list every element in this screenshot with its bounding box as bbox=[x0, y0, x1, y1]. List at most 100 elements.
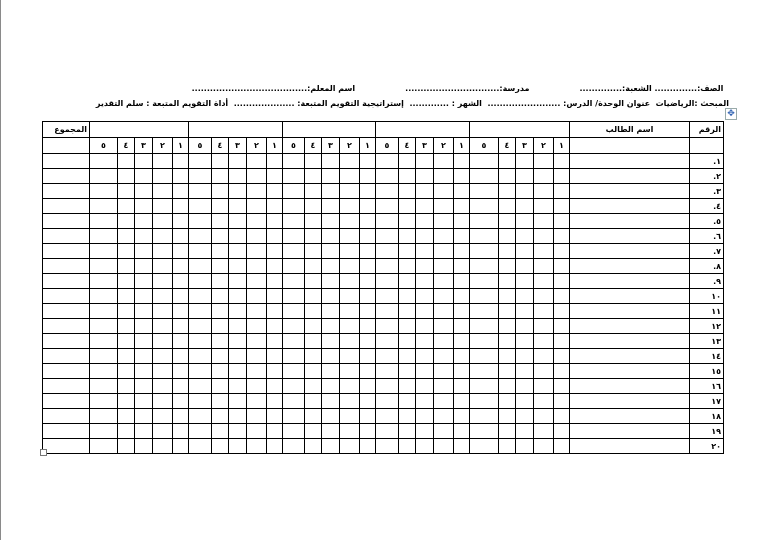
score-cell[interactable] bbox=[117, 393, 135, 409]
score-cell[interactable] bbox=[533, 303, 554, 319]
score-cell[interactable] bbox=[469, 153, 499, 169]
score-cell[interactable] bbox=[172, 423, 189, 439]
score-cell[interactable] bbox=[89, 153, 118, 169]
score-cell[interactable] bbox=[172, 228, 189, 244]
score-cell[interactable] bbox=[433, 183, 454, 199]
score-cell[interactable] bbox=[152, 363, 173, 379]
score-cell[interactable] bbox=[469, 273, 499, 289]
score-cell[interactable] bbox=[211, 393, 229, 409]
score-cell[interactable] bbox=[246, 273, 267, 289]
score-cell[interactable] bbox=[304, 288, 322, 304]
score-cell[interactable] bbox=[211, 378, 229, 394]
score-cell[interactable] bbox=[469, 258, 499, 274]
score-cell[interactable] bbox=[172, 333, 189, 349]
score-cell[interactable] bbox=[134, 408, 153, 424]
score-cell[interactable] bbox=[553, 318, 570, 334]
score-cell[interactable] bbox=[553, 168, 570, 184]
score-cell[interactable] bbox=[375, 333, 399, 349]
score-cell[interactable] bbox=[246, 153, 267, 169]
score-cell[interactable] bbox=[117, 153, 135, 169]
score-cell[interactable] bbox=[398, 258, 416, 274]
score-cell[interactable] bbox=[117, 168, 135, 184]
score-cell[interactable] bbox=[228, 393, 247, 409]
score-cell[interactable] bbox=[533, 153, 554, 169]
score-cell[interactable] bbox=[304, 423, 322, 439]
score-cell[interactable] bbox=[89, 198, 118, 214]
score-cell[interactable] bbox=[359, 228, 376, 244]
total-cell[interactable] bbox=[42, 303, 90, 319]
score-cell[interactable] bbox=[415, 378, 434, 394]
score-cell[interactable] bbox=[359, 423, 376, 439]
score-cell[interactable] bbox=[498, 318, 516, 334]
score-cell[interactable] bbox=[375, 378, 399, 394]
score-cell[interactable] bbox=[433, 393, 454, 409]
score-cell[interactable] bbox=[152, 258, 173, 274]
score-cell[interactable] bbox=[152, 408, 173, 424]
score-cell[interactable] bbox=[339, 288, 360, 304]
score-cell[interactable] bbox=[375, 423, 399, 439]
score-cell[interactable] bbox=[453, 408, 470, 424]
score-cell[interactable] bbox=[152, 153, 173, 169]
score-cell[interactable] bbox=[117, 198, 135, 214]
score-cell[interactable] bbox=[304, 303, 322, 319]
score-cell[interactable] bbox=[375, 198, 399, 214]
score-cell[interactable] bbox=[375, 363, 399, 379]
score-cell[interactable] bbox=[172, 303, 189, 319]
score-cell[interactable] bbox=[553, 258, 570, 274]
score-cell[interactable] bbox=[415, 333, 434, 349]
score-cell[interactable] bbox=[282, 183, 305, 199]
score-cell[interactable] bbox=[188, 243, 212, 259]
score-cell[interactable] bbox=[515, 243, 534, 259]
score-cell[interactable] bbox=[321, 393, 340, 409]
score-cell[interactable] bbox=[553, 348, 570, 364]
score-cell[interactable] bbox=[498, 183, 516, 199]
score-cell[interactable] bbox=[533, 348, 554, 364]
score-cell[interactable] bbox=[152, 243, 173, 259]
score-cell[interactable] bbox=[398, 408, 416, 424]
score-cell[interactable] bbox=[304, 438, 322, 454]
score-cell[interactable] bbox=[246, 378, 267, 394]
score-cell[interactable] bbox=[415, 153, 434, 169]
total-cell[interactable] bbox=[42, 153, 90, 169]
score-cell[interactable] bbox=[339, 318, 360, 334]
score-cell[interactable] bbox=[172, 288, 189, 304]
score-cell[interactable] bbox=[117, 363, 135, 379]
score-cell[interactable] bbox=[246, 348, 267, 364]
score-cell[interactable] bbox=[117, 273, 135, 289]
score-cell[interactable] bbox=[515, 378, 534, 394]
score-cell[interactable] bbox=[282, 333, 305, 349]
score-cell[interactable] bbox=[117, 288, 135, 304]
table-resize-handle[interactable] bbox=[40, 449, 47, 456]
score-cell[interactable] bbox=[211, 303, 229, 319]
score-cell[interactable] bbox=[415, 363, 434, 379]
score-cell[interactable] bbox=[211, 318, 229, 334]
score-cell[interactable] bbox=[172, 213, 189, 229]
score-cell[interactable] bbox=[134, 288, 153, 304]
score-cell[interactable] bbox=[359, 378, 376, 394]
score-cell[interactable] bbox=[117, 183, 135, 199]
score-cell[interactable] bbox=[266, 318, 283, 334]
score-cell[interactable] bbox=[398, 333, 416, 349]
score-cell[interactable] bbox=[188, 333, 212, 349]
score-cell[interactable] bbox=[433, 423, 454, 439]
total-cell[interactable] bbox=[42, 228, 90, 244]
criteria-group-header[interactable] bbox=[375, 121, 470, 138]
score-cell[interactable] bbox=[398, 228, 416, 244]
class-section-field[interactable]: الصف:.............. الشعبة:.............… bbox=[579, 84, 724, 93]
score-cell[interactable] bbox=[498, 213, 516, 229]
score-cell[interactable] bbox=[246, 243, 267, 259]
score-cell[interactable] bbox=[553, 363, 570, 379]
score-cell[interactable] bbox=[304, 333, 322, 349]
score-cell[interactable] bbox=[359, 183, 376, 199]
score-cell[interactable] bbox=[152, 213, 173, 229]
score-cell[interactable] bbox=[282, 168, 305, 184]
total-cell[interactable] bbox=[42, 333, 90, 349]
score-cell[interactable] bbox=[553, 378, 570, 394]
score-cell[interactable] bbox=[321, 183, 340, 199]
score-cell[interactable] bbox=[498, 423, 516, 439]
score-cell[interactable] bbox=[117, 318, 135, 334]
score-cell[interactable] bbox=[359, 243, 376, 259]
score-cell[interactable] bbox=[89, 378, 118, 394]
score-cell[interactable] bbox=[211, 288, 229, 304]
score-cell[interactable] bbox=[553, 303, 570, 319]
